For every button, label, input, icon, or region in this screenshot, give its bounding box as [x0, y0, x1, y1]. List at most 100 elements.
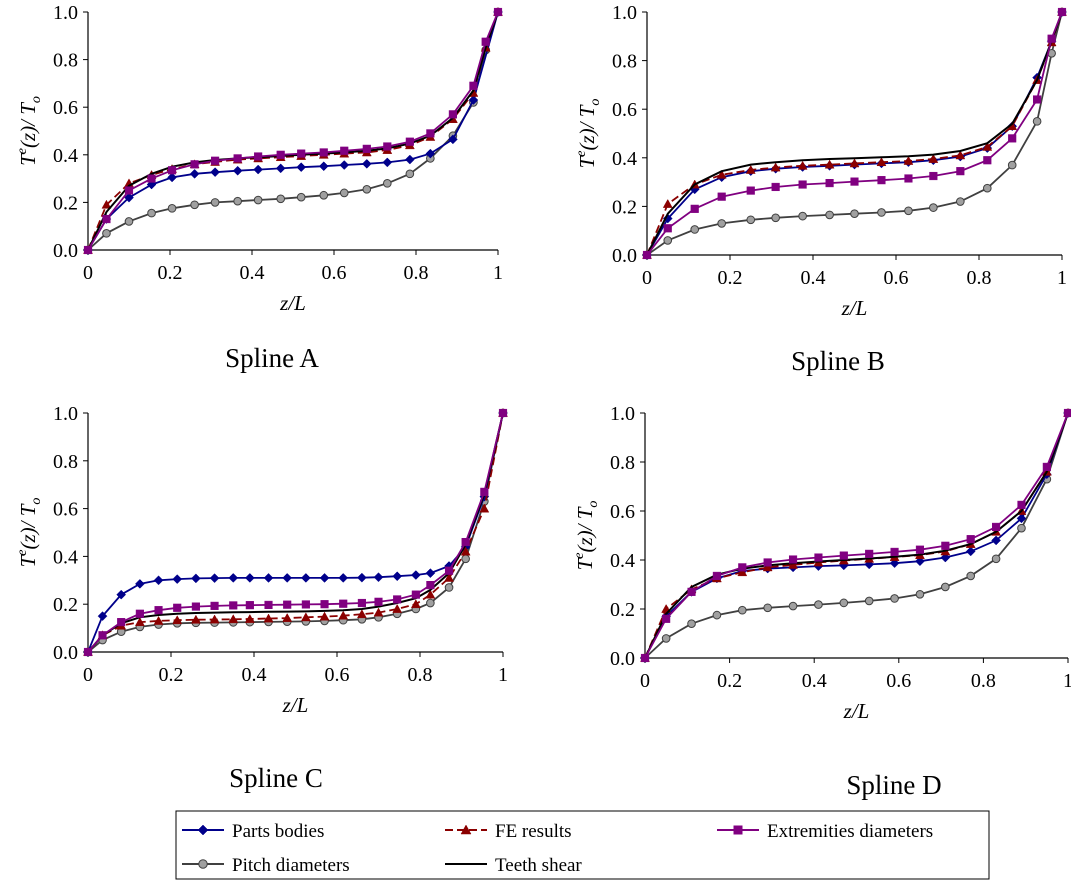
- x-tick-label: 1: [1057, 267, 1067, 289]
- x-tick-label: 0.4: [242, 664, 267, 686]
- data-point: [382, 157, 393, 168]
- data-point: [991, 535, 1001, 546]
- data-point: [191, 602, 200, 611]
- data-point: [124, 192, 134, 203]
- data-point: [763, 558, 772, 567]
- data-point: [745, 164, 756, 174]
- data-point: [929, 171, 938, 181]
- data-point: [642, 250, 652, 260]
- data-point: [716, 169, 727, 179]
- data-point: [244, 573, 255, 583]
- data-point: [296, 162, 307, 173]
- data-point: [320, 600, 329, 609]
- data-point: [319, 611, 330, 621]
- y-tick-label: 1.0: [610, 403, 635, 425]
- data-point: [373, 572, 384, 583]
- y-tick-label: 0.4: [612, 148, 637, 170]
- data-point: [956, 197, 965, 206]
- series-line: [646, 11, 1063, 256]
- data-point: [190, 614, 201, 624]
- chart-caption: Spline B: [791, 346, 885, 376]
- data-point: [1032, 117, 1042, 126]
- y-tick-label: 0.6: [612, 99, 637, 121]
- data-point: [877, 208, 886, 217]
- legend-label: Teeth shear: [495, 855, 582, 876]
- data-point: [318, 161, 329, 172]
- data-point: [965, 546, 976, 557]
- x-tick-label: 0.2: [159, 664, 184, 686]
- data-point: [338, 610, 349, 620]
- legend-marker: [733, 825, 743, 835]
- data-point: [253, 164, 264, 175]
- data-point: [300, 612, 311, 622]
- data-point: [788, 559, 798, 569]
- charts-group: 0.0 0.2 0.4 0.6 0.8 1.0 0 0.2 0.4 0.6 0.8 1 z/L Te(z)…: [15, 2, 1071, 800]
- data-point: [468, 95, 479, 105]
- x-tick-label: 0.2: [718, 267, 743, 289]
- data-point: [479, 503, 490, 513]
- x-tick-label: 0.6: [884, 267, 909, 289]
- data-point: [448, 134, 458, 145]
- data-point: [890, 547, 899, 556]
- data-point: [1063, 408, 1071, 418]
- series-line: [87, 412, 504, 653]
- data-point: [373, 607, 384, 617]
- data-point: [426, 129, 435, 138]
- data-point: [362, 184, 372, 194]
- data-point: [357, 598, 366, 608]
- series-pitch-diameters: [640, 408, 1071, 663]
- data-point: [889, 558, 900, 569]
- x-axis-label: z/L: [282, 693, 309, 717]
- data-point: [254, 152, 263, 161]
- legend-item: FE results: [445, 821, 572, 842]
- data-point: [361, 158, 372, 169]
- data-point: [393, 595, 402, 604]
- data-point: [904, 206, 913, 216]
- x-tick-label: 0.6: [886, 670, 911, 692]
- data-point: [97, 611, 108, 622]
- data-point: [301, 573, 311, 583]
- data-point: [737, 567, 748, 577]
- series-fe-results: [640, 407, 1071, 662]
- data-point: [956, 167, 965, 176]
- x-tick-label: 0.2: [717, 670, 742, 692]
- data-point: [717, 219, 727, 228]
- y-tick-label: 0.4: [610, 550, 635, 572]
- data-point: [738, 563, 747, 572]
- data-point: [244, 614, 255, 623]
- data-point: [940, 552, 951, 563]
- y-tick-label: 0.8: [53, 50, 78, 72]
- data-point: [263, 573, 274, 583]
- y-tick-label: 0.6: [53, 499, 78, 521]
- data-point: [849, 158, 860, 168]
- data-point: [153, 615, 164, 625]
- chart-panel: 0.0 0.2 0.4 0.6 0.8 1.0 0 0.2 0.4 0.6 0.8 1 z/L Te(z)…: [574, 2, 1067, 376]
- data-point: [865, 549, 874, 558]
- data-point: [717, 192, 726, 201]
- data-point: [798, 180, 807, 189]
- data-point: [319, 573, 330, 583]
- data-point: [172, 615, 183, 625]
- x-tick-label: 0.8: [404, 262, 429, 284]
- x-tick-label: 0: [642, 267, 652, 289]
- data-point: [228, 614, 239, 624]
- data-point: [173, 603, 182, 612]
- series-pitch-diameters: [83, 408, 508, 657]
- data-point: [904, 174, 913, 183]
- series-teeth-shear: [87, 412, 504, 653]
- data-point: [941, 582, 950, 592]
- data-point: [839, 551, 848, 560]
- data-point: [98, 631, 107, 640]
- series-parts-bodies: [640, 408, 1071, 663]
- series-parts-bodies: [83, 408, 508, 657]
- data-point: [245, 601, 254, 610]
- data-point: [124, 217, 134, 226]
- y-tick-label: 0.0: [53, 642, 78, 664]
- data-point: [339, 188, 349, 198]
- data-point: [955, 150, 966, 160]
- data-point: [425, 148, 436, 159]
- data-point: [190, 200, 199, 210]
- legend-frame: [175, 810, 990, 880]
- data-point: [763, 603, 772, 613]
- data-point: [663, 236, 673, 245]
